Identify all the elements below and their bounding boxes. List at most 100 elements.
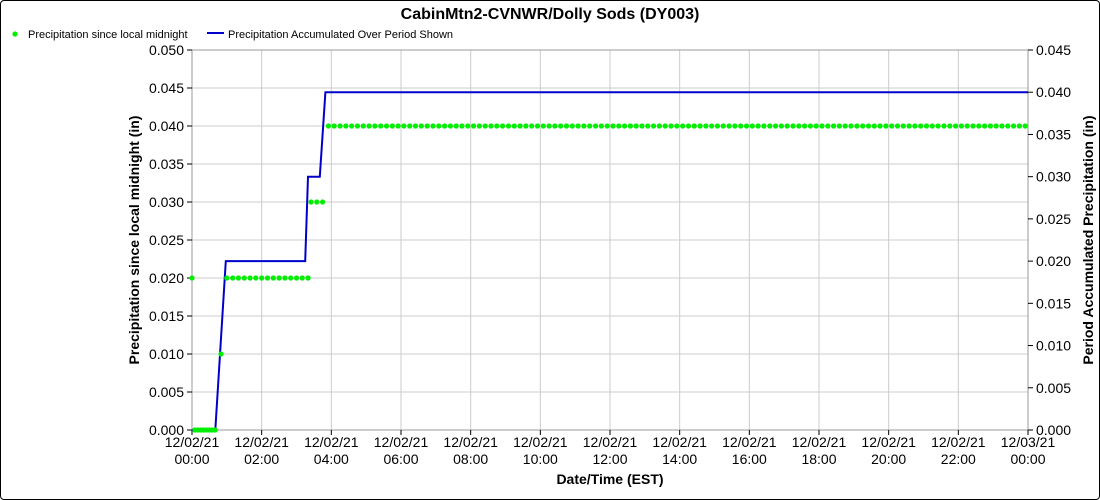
y-right-tick-label: 0.020 (1036, 253, 1071, 269)
accumulated-series (192, 91, 1028, 431)
data-point (259, 275, 265, 281)
data-point (860, 123, 866, 129)
y-right-tick-label: 0.030 (1036, 169, 1071, 185)
x-tick-time: 16:00 (732, 451, 767, 467)
data-point (697, 123, 703, 129)
data-point (743, 123, 750, 129)
data-point (299, 275, 305, 281)
data-point (784, 123, 790, 129)
data-point (314, 199, 320, 205)
data-point (929, 123, 935, 129)
data-point (982, 123, 988, 129)
data-point (790, 123, 796, 129)
data-point (500, 123, 506, 129)
data-point (610, 123, 616, 129)
data-point (918, 123, 924, 129)
x-tick-time: 14:00 (662, 451, 697, 467)
legend-label-accumulated: Precipitation Accumulated Over Period Sh… (228, 29, 453, 41)
data-point (947, 123, 953, 129)
accumulated-line (192, 91, 1028, 431)
left-axis-ticks: 0.000 0.005 0.010 0.015 0.020 0.025 0.030 0.035… (149, 42, 192, 438)
data-point (218, 351, 224, 357)
data-point (819, 123, 825, 129)
data-point (587, 123, 593, 129)
data-point (831, 123, 837, 129)
data-point (767, 123, 773, 129)
x-tick-time: 18:00 (801, 451, 836, 467)
y-right-tick-label: 0.000 (1036, 422, 1071, 438)
data-point (360, 123, 366, 129)
data-point (241, 275, 247, 281)
data-point (714, 123, 721, 129)
data-point (1016, 123, 1023, 129)
x-tick-time: 12:00 (592, 451, 627, 467)
data-point (802, 123, 808, 129)
data-point (270, 275, 276, 281)
data-point (424, 123, 430, 129)
data-point (761, 123, 767, 129)
data-point (534, 123, 541, 129)
data-point (552, 123, 558, 129)
data-point (999, 123, 1005, 129)
x-tick-date: 12/02/21 (931, 434, 986, 450)
data-point (212, 427, 218, 433)
data-point (366, 123, 372, 129)
data-point (703, 123, 709, 129)
data-point (471, 123, 477, 129)
data-point (378, 123, 384, 129)
data-point (354, 123, 361, 129)
legend-marker-midnight (12, 31, 18, 37)
data-point (778, 123, 785, 129)
data-point (645, 123, 651, 129)
y-left-tick-label: 0.000 (149, 422, 184, 438)
chart-title: CabinMtn2-CVNWR/Dolly Sods (DY003) (401, 6, 700, 23)
data-point (639, 123, 645, 129)
y-left-tick-label: 0.005 (149, 384, 184, 400)
y-axis-right-title: Period Accumulated Precipitation (in) (1080, 115, 1096, 364)
data-point (395, 123, 401, 129)
data-point (685, 123, 692, 129)
data-point (540, 123, 546, 129)
data-point (883, 123, 889, 129)
data-point (848, 123, 854, 129)
data-point (726, 123, 732, 129)
data-point (546, 123, 552, 129)
data-point (276, 275, 282, 281)
x-tick-time: 04:00 (314, 451, 349, 467)
data-point (877, 123, 883, 129)
legend: Precipitation since local midnight Preci… (12, 29, 453, 41)
data-point (912, 123, 918, 129)
data-point (807, 123, 814, 129)
x-tick-time: 22:00 (941, 451, 976, 467)
data-point (247, 275, 253, 281)
data-point (923, 123, 930, 129)
data-point (517, 123, 523, 129)
data-point (854, 123, 860, 129)
data-point (349, 123, 355, 129)
x-tick-date: 12/02/21 (861, 434, 916, 450)
data-point (668, 123, 674, 129)
y-right-tick-label: 0.015 (1036, 295, 1071, 311)
right-axis-ticks: 0.000 0.005 0.010 0.015 0.020 0.025 0.030 0.035… (1028, 42, 1071, 438)
data-point (325, 123, 331, 129)
data-point (732, 123, 738, 129)
data-point (282, 275, 288, 281)
data-point (738, 123, 744, 129)
x-tick-time: 02:00 (244, 451, 279, 467)
data-point (627, 123, 634, 129)
data-point (442, 123, 448, 129)
data-point (320, 199, 326, 205)
data-point (598, 123, 605, 129)
data-point (305, 275, 311, 281)
y-left-tick-label: 0.040 (149, 118, 184, 134)
data-point (1011, 123, 1017, 129)
data-point (755, 123, 761, 129)
data-point (691, 123, 697, 129)
data-point (842, 123, 848, 129)
data-point (343, 123, 349, 129)
x-tick-time: 08:00 (453, 451, 488, 467)
data-point (1022, 123, 1028, 129)
data-point (575, 123, 581, 129)
data-point (293, 275, 300, 281)
data-point (418, 123, 424, 129)
